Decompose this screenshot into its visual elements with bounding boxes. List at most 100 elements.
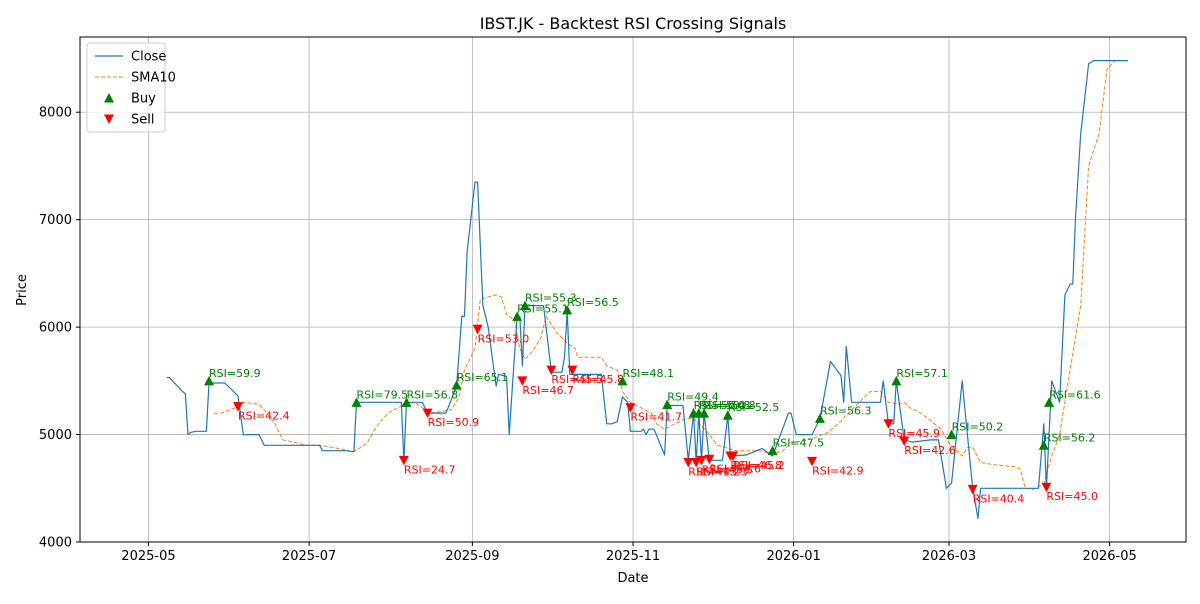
y-tick-label: 8000	[39, 106, 72, 121]
signal-markers: RSI=59.9 RSI=42.4 RSI=79.5 RSI=24.7 RSI=56.8…	[204, 292, 1101, 505]
buy-label: RSI=47.5	[773, 437, 825, 450]
legend-buy-swatch	[104, 93, 114, 103]
buy-label: RSI=49.4	[667, 390, 719, 403]
y-tick-label: 6000	[39, 321, 72, 336]
legend-label: Close	[131, 50, 166, 65]
legend-sell-swatch	[104, 114, 114, 124]
buy-marker	[891, 375, 902, 386]
buy-label: RSI=50.8	[704, 399, 756, 412]
sell-marker	[807, 456, 818, 467]
buy-label: RSI=56.3	[820, 404, 872, 417]
sma10-series	[214, 60, 1129, 490]
sell-label: RSI=24.7	[404, 463, 456, 476]
x-tick-label: 2025-09	[445, 549, 499, 564]
buy-marker	[512, 311, 523, 321]
sell-label: RSI=44.6	[709, 462, 761, 475]
x-tick-label: 2025-07	[282, 549, 336, 564]
sell-label: RSI=45.0	[1046, 490, 1098, 503]
y-tick-label: 7000	[39, 213, 72, 228]
legend-box	[86, 42, 166, 133]
sell-label: RSI=50.9	[428, 416, 480, 429]
sell-label: RSI=46.7	[522, 384, 574, 397]
buy-label: RSI=59.9	[209, 367, 261, 380]
sell-label: RSI=41.2	[688, 465, 740, 478]
buy-marker	[1038, 440, 1049, 450]
sell-marker	[398, 455, 409, 466]
x-tick-label: 2025-05	[121, 549, 175, 564]
sell-marker	[472, 324, 483, 335]
sell-label: RSI=45.5	[551, 373, 603, 386]
buy-marker	[562, 304, 573, 315]
sell-marker	[625, 403, 636, 413]
legend-label: Buy	[131, 92, 156, 107]
buy-marker	[351, 397, 362, 407]
buy-marker	[946, 429, 957, 440]
y-tick-label: 4000	[39, 536, 72, 551]
x-tick-label: 2026-03	[922, 549, 976, 564]
x-axis-label: Date	[617, 571, 648, 586]
close-line	[166, 59, 1129, 520]
buy-label: RSI=79.5	[357, 388, 409, 401]
chart-title: IBST.JK - Backtest RSI Crossing Signals	[480, 14, 787, 33]
buy-label: RSI=50.4	[694, 399, 746, 412]
y-tick-label: 5000	[39, 428, 72, 443]
buy-marker	[662, 399, 673, 409]
x-tick-label: 2025-11	[606, 549, 660, 564]
buy-label: RSI=61.6	[1049, 388, 1101, 401]
sell-marker	[422, 408, 433, 419]
buy-label: RSI=65.1	[457, 371, 509, 384]
sell-marker	[967, 484, 978, 495]
sell-label: RSI=45.9	[888, 427, 940, 440]
buy-label: RSI=48.1	[622, 367, 674, 380]
sell-marker	[683, 457, 694, 468]
sell-marker	[233, 402, 243, 412]
sell-label: RSI=53.0	[478, 332, 530, 345]
legend-label: Sell	[131, 113, 154, 128]
sell-marker	[691, 457, 702, 468]
buy-marker	[617, 375, 628, 386]
buy-marker	[699, 408, 710, 418]
sell-label: RSI=45.5	[701, 463, 753, 476]
legend: Close SMA10 Buy Sell	[86, 42, 176, 133]
buy-label: RSI=50.2	[952, 421, 1004, 434]
sell-marker	[567, 365, 578, 376]
sell-label: RSI=41.7	[630, 411, 682, 424]
buy-marker	[204, 375, 215, 386]
buy-marker	[401, 397, 412, 407]
sma10-line	[214, 60, 1129, 490]
sell-marker	[883, 419, 894, 429]
sell-marker	[1041, 482, 1052, 493]
sell-label: RSI=45.8	[572, 373, 624, 386]
buy-label: RSI=56.5	[567, 296, 619, 309]
buy-marker	[814, 413, 825, 423]
axis-ticks: 2025-05 2025-07 2025-09 2025-11 2026-01 2026-…	[39, 106, 1137, 564]
buy-label: RSI=55.3	[525, 292, 577, 305]
sell-marker	[728, 451, 739, 462]
buy-label: RSI=57.1	[896, 367, 948, 380]
sell-marker	[696, 455, 707, 466]
buy-marker	[520, 300, 531, 311]
sell-label: RSI=42.6	[904, 444, 956, 457]
sell-label: RSI=43.3	[696, 465, 748, 478]
buy-label: RSI=52.5	[728, 401, 780, 414]
legend-label: SMA10	[131, 71, 176, 86]
buy-label: RSI=55.1	[517, 302, 569, 315]
buy-marker	[722, 410, 733, 420]
buy-marker	[1044, 397, 1055, 407]
sell-marker	[546, 365, 557, 376]
buy-label: RSI=56.8	[407, 388, 459, 401]
buy-marker	[767, 445, 778, 456]
x-tick-label: 2026-05	[1082, 549, 1136, 564]
buy-label: RSI=50.8	[699, 399, 751, 412]
sell-label: RSI=42.4	[238, 410, 290, 423]
x-tick-label: 2026-01	[766, 549, 820, 564]
sell-label: RSI=45.2	[733, 459, 785, 472]
buy-label: RSI=56.2	[1044, 431, 1096, 444]
sell-marker	[899, 436, 910, 446]
sell-label: RSI=40.4	[973, 492, 1025, 505]
sell-marker	[517, 376, 528, 386]
y-axis-label: Price	[15, 274, 30, 306]
sell-marker	[704, 454, 715, 465]
